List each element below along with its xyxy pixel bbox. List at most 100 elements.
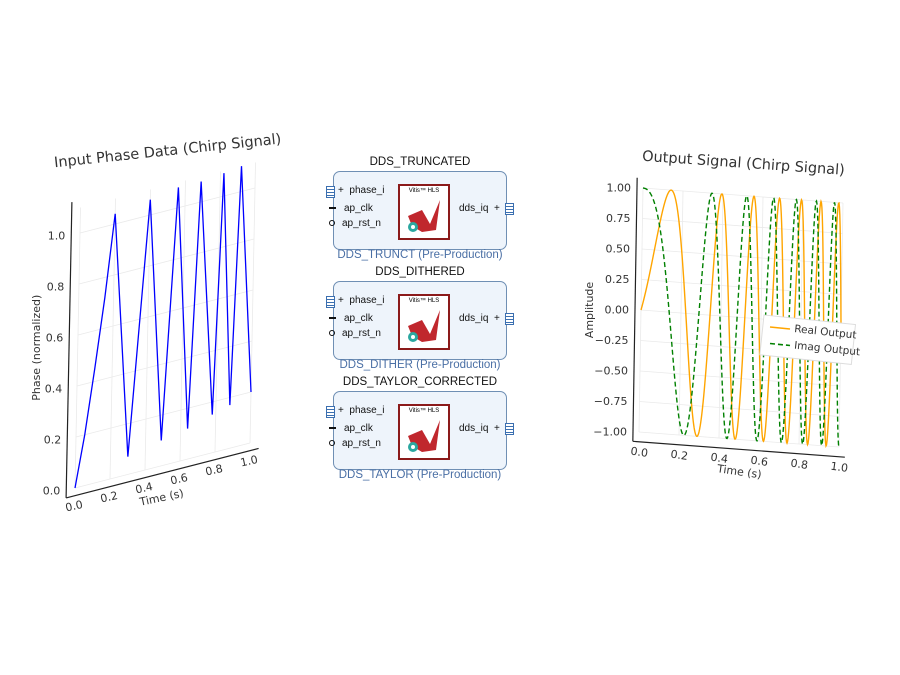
- x-tick-label: 0.6: [169, 471, 189, 487]
- logo-text: Vitis™ HLS: [408, 298, 440, 304]
- dds-ip-block[interactable]: + phase_i ap_clk ap_rst_n Vitis™ HLS dds…: [326, 281, 514, 360]
- legend-swatch: [769, 342, 791, 347]
- x-tick-label: 0.6: [750, 454, 769, 469]
- phase-series-line: [74, 166, 252, 489]
- grid-line: [641, 279, 842, 295]
- bus-interface-icon: [326, 406, 335, 418]
- reset-pin-icon: [329, 440, 335, 447]
- vitis-hls-logo: Vitis™ HLS: [398, 404, 450, 460]
- bus-interface-icon: [505, 203, 514, 215]
- block-title: DDS_TAYLOR_CORRECTED: [342, 376, 498, 388]
- bus-interface-icon: [326, 186, 335, 198]
- x-tick-label: 0.4: [710, 451, 729, 466]
- real-output-line: [640, 189, 842, 449]
- block-title: DDS_TRUNCATED: [369, 156, 471, 168]
- port-ap-rst-n[interactable]: ap_rst_n: [329, 438, 381, 449]
- hls-logo-icon: [408, 200, 440, 232]
- x-tick-label: 0.2: [670, 448, 689, 463]
- y-tick-label: 0.6: [46, 331, 64, 344]
- x-tick-label: 1.0: [830, 460, 849, 475]
- port-ap-rst-n[interactable]: ap_rst_n: [329, 218, 381, 229]
- y-tick-label: 0.75: [606, 212, 631, 225]
- x-axis: [632, 440, 845, 458]
- y-axis: [632, 177, 638, 442]
- grid-line: [249, 162, 256, 444]
- port-ap-rst-n[interactable]: ap_rst_n: [329, 328, 381, 339]
- grid-line: [638, 431, 840, 448]
- bus-interface-icon: [505, 313, 514, 325]
- block-title: DDS_DITHERED: [375, 266, 465, 278]
- grid-line: [109, 198, 116, 480]
- reset-pin-icon: [329, 330, 335, 337]
- legend-box: [759, 314, 857, 365]
- logo-text: Vitis™ HLS: [408, 408, 440, 414]
- port-phase-i[interactable]: + phase_i: [338, 405, 385, 416]
- x-axis-label: Time (s): [715, 462, 762, 481]
- y-axis-label: Amplitude: [583, 282, 596, 339]
- y-tick-label: 0.25: [605, 273, 630, 286]
- grid-line: [74, 442, 251, 489]
- grid-line: [74, 207, 81, 489]
- x-tick-label: 1.0: [239, 453, 259, 469]
- port-dds-iq[interactable]: dds_iq +: [459, 313, 500, 324]
- port-dds-iq[interactable]: dds_iq +: [459, 423, 500, 434]
- y-tick-label: −1.00: [593, 426, 627, 439]
- y-tick-label: 0.4: [45, 382, 63, 395]
- logo-text: Vitis™ HLS: [408, 188, 440, 194]
- y-tick-label: −0.75: [594, 395, 628, 408]
- clock-pin-icon: [329, 317, 336, 320]
- y-tick-label: 0.8: [47, 280, 65, 293]
- y-axis: [65, 202, 73, 498]
- grid-line: [76, 340, 253, 387]
- chart-title: Input Phase Data (Chirp Signal): [53, 131, 282, 171]
- y-tick-label: 0.50: [606, 243, 631, 256]
- x-tick-label: 0.0: [64, 498, 84, 514]
- y-tick-label: 1.00: [607, 182, 632, 195]
- reset-pin-icon: [329, 220, 335, 227]
- y-tick-label: 0.0: [43, 484, 61, 497]
- dds-ip-block[interactable]: + phase_i ap_clk ap_rst_n Vitis™ HLS dds…: [326, 391, 514, 470]
- vitis-hls-logo: Vitis™ HLS: [398, 294, 450, 350]
- grid-line: [79, 187, 256, 234]
- y-tick-label: 0.00: [605, 304, 630, 317]
- port-ap-clk[interactable]: ap_clk: [329, 313, 373, 324]
- x-tick-label: 0.4: [134, 480, 154, 496]
- block-subtitle: DDS_TAYLOR (Pre-Production): [338, 469, 502, 481]
- chart-title: Output Signal (Chirp Signal): [642, 149, 846, 179]
- clock-pin-icon: [329, 427, 336, 430]
- hls-logo-icon: [408, 420, 440, 452]
- grid-line: [179, 180, 186, 462]
- hls-logo-icon: [408, 310, 440, 342]
- x-tick-label: 0.8: [790, 457, 809, 472]
- imag-output-line: [642, 187, 840, 448]
- port-phase-i[interactable]: + phase_i: [338, 295, 385, 306]
- grid-line: [78, 238, 255, 285]
- grid-line: [77, 289, 254, 336]
- y-tick-label: 0.2: [44, 433, 62, 446]
- bus-interface-icon: [505, 423, 514, 435]
- vitis-hls-logo: Vitis™ HLS: [398, 184, 450, 240]
- y-axis-label: Phase (normalized): [30, 295, 43, 401]
- legend-swatch: [769, 326, 791, 330]
- x-axis: [65, 447, 259, 499]
- port-ap-clk[interactable]: ap_clk: [329, 423, 373, 434]
- block-subtitle: DDS_DITHER (Pre-Production): [339, 359, 501, 371]
- block-subtitle: DDS_TRUNCT (Pre-Production): [337, 249, 503, 261]
- y-tick-label: −0.25: [595, 334, 629, 347]
- port-dds-iq[interactable]: dds_iq +: [459, 203, 500, 214]
- port-phase-i[interactable]: + phase_i: [338, 185, 385, 196]
- x-tick-label: 0.8: [204, 462, 224, 478]
- grid-line: [642, 187, 844, 204]
- grid-line: [639, 370, 841, 387]
- port-ap-clk[interactable]: ap_clk: [329, 203, 373, 214]
- x-tick-label: 0.2: [99, 489, 119, 505]
- grid-line: [144, 189, 151, 471]
- y-tick-label: 1.0: [48, 229, 66, 242]
- y-tick-label: −0.50: [594, 365, 628, 378]
- bus-interface-icon: [326, 296, 335, 308]
- dds-ip-block[interactable]: + phase_i ap_clk ap_rst_n Vitis™ HLS dds…: [326, 171, 514, 250]
- clock-pin-icon: [329, 207, 336, 210]
- grid-line: [642, 218, 843, 234]
- grid-line: [641, 248, 843, 265]
